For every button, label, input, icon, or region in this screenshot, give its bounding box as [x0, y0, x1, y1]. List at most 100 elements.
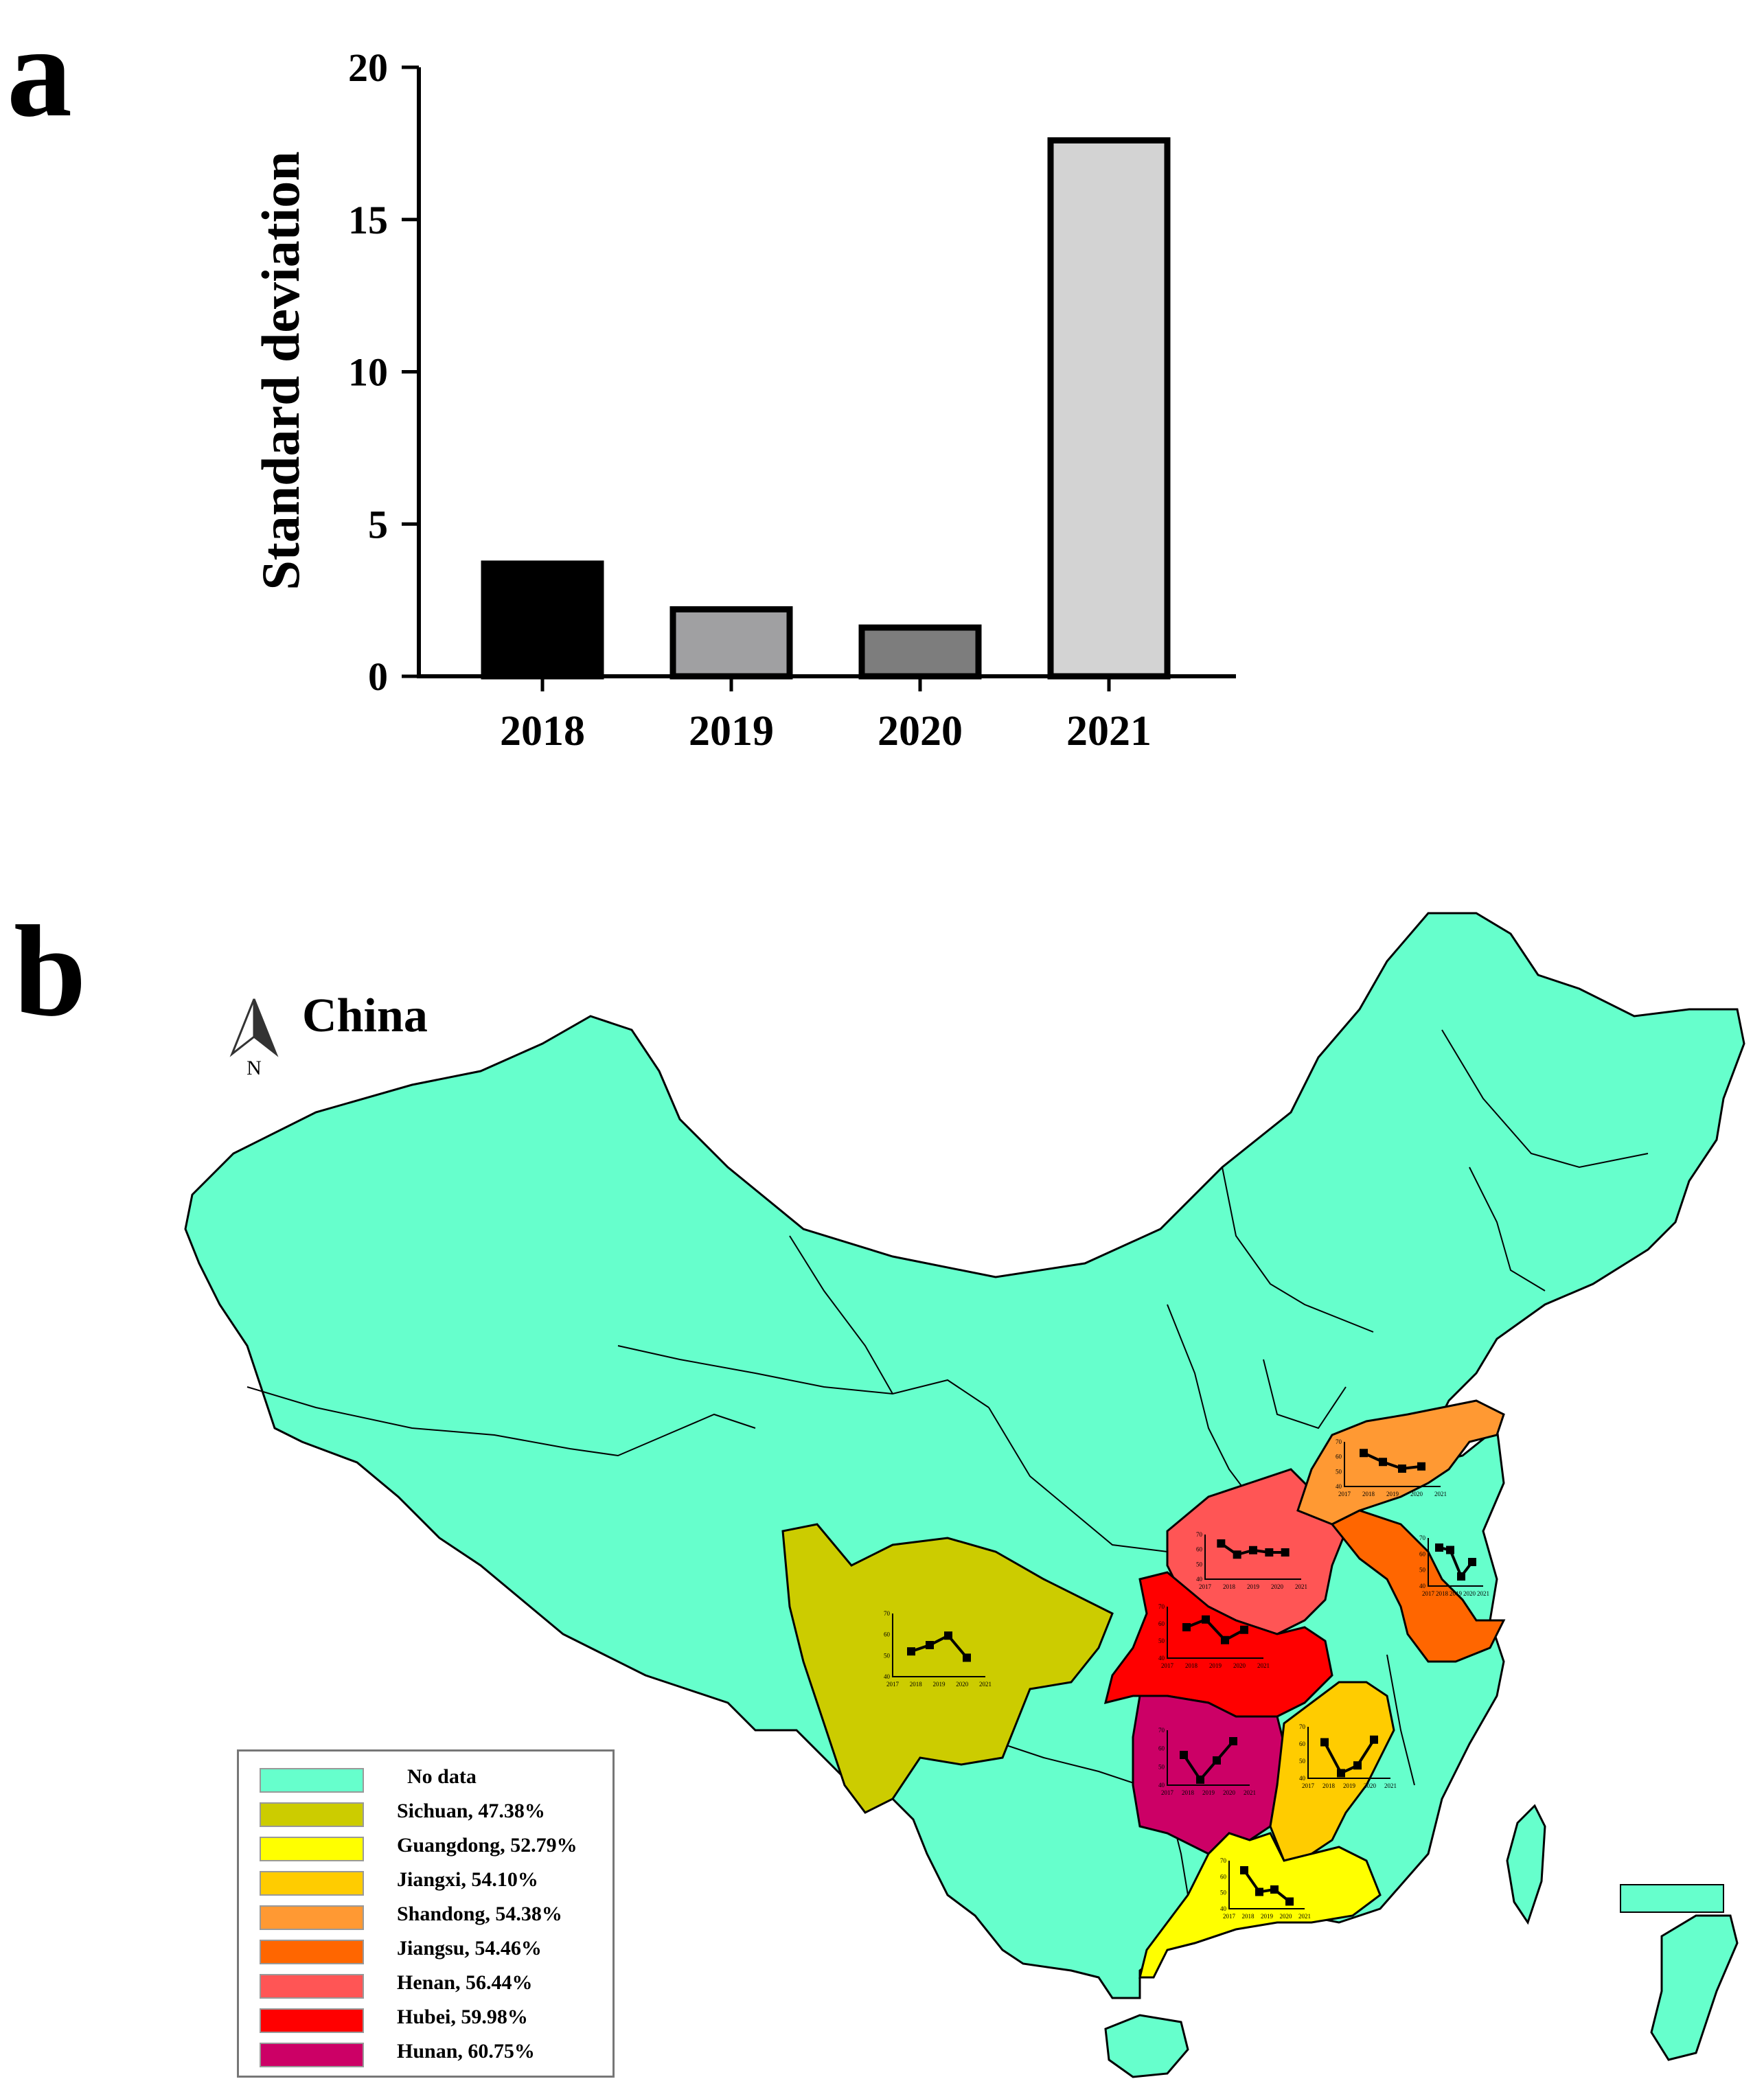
inset-x-tick: 2019 [933, 1681, 946, 1688]
inset-y-tick: 40 [884, 1673, 891, 1680]
inset-x-tick: 2021 [1244, 1789, 1256, 1796]
inset-x-tick: 2020 [1463, 1590, 1476, 1597]
inset-x-tick: 2020 [1271, 1583, 1284, 1590]
inset-point-marker [1457, 1572, 1465, 1581]
inset-point-marker [1281, 1548, 1290, 1557]
inset-y-tick: 60 [1220, 1873, 1227, 1880]
province-shandong [1296, 1399, 1505, 1526]
panel-b-label: b [14, 899, 87, 1044]
inset-x-tick: 2019 [1343, 1782, 1356, 1789]
x-tick-label: 2019 [689, 708, 774, 755]
inset-point-marker [1353, 1761, 1362, 1770]
inset-point-marker [1435, 1543, 1443, 1552]
panel-a-label: a [7, 0, 72, 144]
inset-y-tick: 50 [1220, 1890, 1227, 1896]
inset-point-marker [1270, 1885, 1279, 1894]
map-title: China [302, 989, 428, 1042]
inset-y-tick: 50 [1419, 1567, 1426, 1574]
inset-point-marker [1337, 1769, 1345, 1778]
legend-swatch [260, 1802, 364, 1827]
inset-x-tick: 2020 [1280, 1913, 1293, 1920]
province-jiangxi [1269, 1681, 1395, 1862]
legend-swatch [260, 1905, 364, 1930]
inset-x-tick: 2021 [1434, 1491, 1447, 1497]
inset-x-tick: 2020 [1410, 1491, 1423, 1497]
inset-x-tick: 2017 [1161, 1662, 1174, 1669]
legend-label: Henan, 56.44% [397, 1971, 533, 1994]
inset-point-marker [1240, 1625, 1248, 1634]
inset-y-tick: 60 [1336, 1454, 1342, 1460]
south-sea-inset-frame [1620, 1884, 1724, 1913]
inset-point-marker [1446, 1546, 1454, 1554]
legend-swatch [260, 1837, 364, 1861]
taiwan-region [1506, 1804, 1546, 1925]
x-axis-ticks: 2018 2019 2020 2021 [500, 676, 1152, 755]
inset-point-marker [1229, 1737, 1237, 1745]
inset-y-tick: 60 [1299, 1741, 1306, 1747]
inset-y-tick: 50 [1158, 1763, 1165, 1770]
y-tick-label: 20 [348, 45, 388, 90]
inset-trend-chart: 40 50 60 70 2017 2018 2019 2020 2021 [884, 1610, 992, 1688]
inset-trend-chart: 40 50 60 70 2017 2018 2019 2020 2021 [1220, 1857, 1311, 1920]
bar-2018 [481, 560, 604, 680]
inset-trend-line [1182, 1740, 1235, 1782]
legend-swatch [260, 1768, 364, 1793]
legend-label: Jiangsu, 54.46% [397, 1937, 542, 1960]
inset-point-marker [1221, 1635, 1229, 1644]
inset-x-tick: 2017 [1338, 1491, 1351, 1497]
inset-point-marker [1202, 1615, 1210, 1624]
inset-y-tick: 70 [1299, 1723, 1306, 1730]
inset-point-marker [1417, 1462, 1425, 1471]
province-sichuan [781, 1523, 1114, 1814]
inset-trend-line [1243, 1869, 1291, 1903]
inset-y-tick: 50 [1158, 1638, 1165, 1644]
inset-y-tick: 60 [1158, 1745, 1165, 1752]
inset-y-tick: 50 [1196, 1561, 1203, 1568]
inset-x-tick: 2019 [1209, 1662, 1222, 1669]
inset-x-tick: 2021 [979, 1681, 992, 1688]
inset-x-tick: 2017 [886, 1681, 900, 1688]
y-tick-label: 15 [348, 198, 388, 242]
inset-point-marker [1468, 1558, 1476, 1566]
inset-trend-line [1439, 1546, 1474, 1579]
inset-x-tick: 2018 [1436, 1590, 1449, 1597]
legend-label: No data [407, 1765, 477, 1788]
inset-x-tick: 2020 [956, 1681, 969, 1688]
inset-x-tick: 2017 [1199, 1583, 1212, 1590]
legend-label: Shandong, 54.38% [397, 1903, 562, 1925]
inset-y-tick: 50 [1299, 1758, 1306, 1765]
inset-y-tick: 70 [1419, 1535, 1426, 1541]
legend-swatch [260, 2008, 364, 2033]
inset-point-marker [1265, 1548, 1274, 1557]
inset-point-marker [1217, 1539, 1226, 1548]
inset-x-tick: 2021 [1295, 1583, 1307, 1590]
map-legend: No data Sichuan, 47.38% Guangdong, 52.79% J… [237, 1749, 615, 2078]
inset-y-tick: 40 [1196, 1576, 1203, 1583]
inset-y-tick: 70 [1196, 1531, 1203, 1538]
bar-chart: 0 5 10 15 20 2018 2019 2020 2021 Standard devia… [251, 45, 1236, 755]
inset-y-tick: 60 [1419, 1550, 1426, 1557]
inset-x-tick: 2019 [1450, 1590, 1463, 1597]
inset-y-tick: 40 [1158, 1655, 1165, 1662]
inset-point-marker [1213, 1756, 1221, 1765]
y-tick-label: 10 [348, 350, 388, 395]
north-arrow-icon: N [229, 998, 279, 1078]
inset-point-marker [1240, 1866, 1248, 1874]
inset-point-marker [1320, 1738, 1329, 1747]
inset-y-tick: 40 [1299, 1775, 1306, 1782]
inset-trend-chart: 40 50 60 70 2017 2018 2019 2020 2021 [1158, 1727, 1256, 1796]
legend-label: Hubei, 59.98% [397, 2006, 528, 2028]
x-tick-label: 2021 [1066, 708, 1152, 755]
inset-trend-line [1186, 1618, 1245, 1642]
inset-point-marker [1249, 1546, 1257, 1554]
inset-x-tick: 2017 [1422, 1590, 1435, 1597]
inset-point-marker [1398, 1465, 1406, 1473]
inset-x-tick: 2021 [1298, 1913, 1311, 1920]
bar-2021 [1047, 137, 1171, 680]
inset-trend-line [1363, 1451, 1422, 1471]
inset-x-tick: 2017 [1223, 1913, 1236, 1920]
province-hunan [1132, 1695, 1285, 1855]
north-label: N [247, 1057, 262, 1078]
